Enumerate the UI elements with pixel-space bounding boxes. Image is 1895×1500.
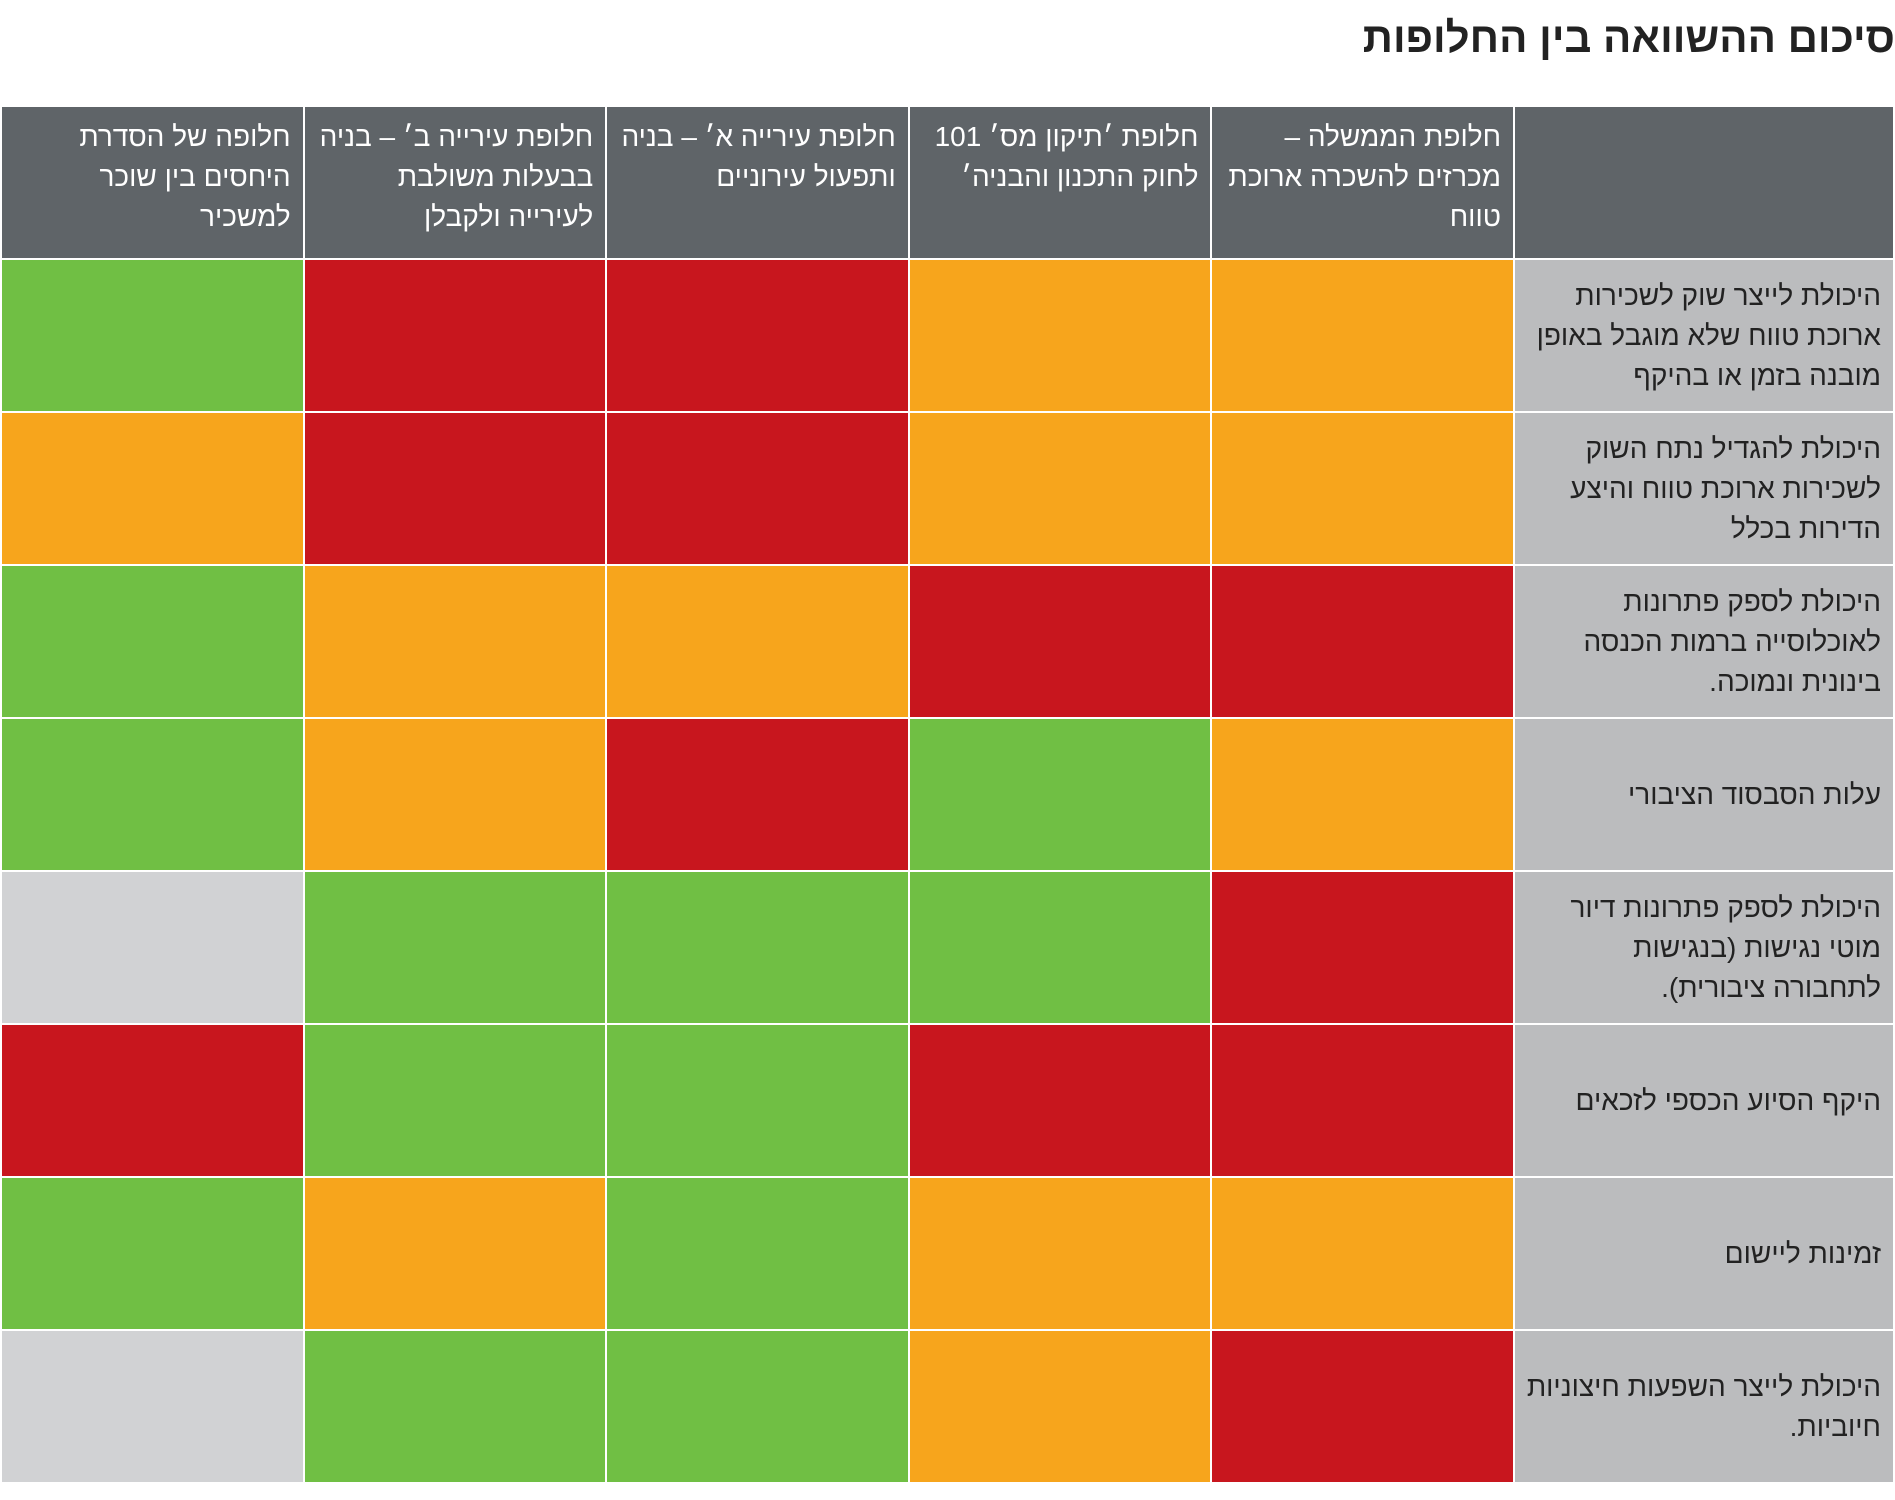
table-body: היכולת לייצר שוק לשכירות ארוכת טווח שלא …: [0, 258, 1895, 1484]
rating-cell: [0, 1329, 305, 1484]
rating-cell: [302, 1023, 608, 1178]
column-header: חלופת הממשלה – מכרזים להשכרה ארוכת טווח: [1210, 105, 1515, 260]
rating-cell: [302, 717, 608, 872]
comparison-table: חלופת הממשלה – מכרזים להשכרה ארוכת טווח ח…: [0, 105, 1895, 1484]
rating-cell: [1210, 870, 1515, 1025]
table-row: עלות הסבסוד הציבורי: [0, 717, 1895, 872]
column-header: חלופת עירייה ב׳ – בניה בבעלות משולבת לעי…: [302, 105, 608, 260]
rating-cell: [0, 1023, 305, 1178]
rating-cell: [302, 1329, 608, 1484]
rating-cell: [0, 258, 305, 413]
table-row: היכולת לייצר השפעות חיצוניות חיוביות.: [0, 1329, 1895, 1484]
corner-cell: [1513, 105, 1895, 260]
rating-cell: [1210, 258, 1515, 413]
table-row: היכולת לספק פתרונות לאוכלוסייה ברמות הכנ…: [0, 564, 1895, 719]
rating-cell: [0, 411, 305, 566]
rating-cell: [605, 258, 910, 413]
header-row: חלופת הממשלה – מכרזים להשכרה ארוכת טווח ח…: [0, 105, 1895, 260]
rating-cell: [1210, 411, 1515, 566]
rating-cell: [907, 564, 1213, 719]
table-row: זמינות ליישום: [0, 1176, 1895, 1331]
rating-cell: [605, 564, 910, 719]
title: סיכום ההשוואה בין החלופות: [1362, 14, 1895, 61]
rating-cell: [907, 717, 1213, 872]
rating-cell: [605, 1176, 910, 1331]
row-label: עלות הסבסוד הציבורי: [1513, 717, 1895, 872]
rating-cell: [302, 258, 608, 413]
table-row: היקף הסיוע הכספי לזכאים: [0, 1023, 1895, 1178]
row-label: היכולת לספק פתרונות לאוכלוסייה ברמות הכנ…: [1513, 564, 1895, 719]
rating-cell: [302, 1176, 608, 1331]
rating-cell: [0, 1176, 305, 1331]
row-label: היקף הסיוע הכספי לזכאים: [1513, 1023, 1895, 1178]
rating-cell: [1210, 1176, 1515, 1331]
rating-cell: [0, 564, 305, 719]
rating-cell: [1210, 1023, 1515, 1178]
rating-cell: [302, 411, 608, 566]
rating-cell: [1210, 1329, 1515, 1484]
rating-cell: [605, 411, 910, 566]
table-row: היכולת להגדיל נתח השוק לשכירות ארוכת טוו…: [0, 411, 1895, 566]
row-label: היכולת לייצר שוק לשכירות ארוכת טווח שלא …: [1513, 258, 1895, 413]
rating-cell: [0, 870, 305, 1025]
row-label: זמינות ליישום: [1513, 1176, 1895, 1331]
rating-cell: [907, 411, 1213, 566]
column-header: חלופה של הסדרת היחסים בין שוכר למשכיר: [0, 105, 305, 260]
rating-cell: [605, 717, 910, 872]
rating-cell: [907, 1329, 1213, 1484]
table-row: היכולת לייצר שוק לשכירות ארוכת טווח שלא …: [0, 258, 1895, 413]
rating-cell: [907, 258, 1213, 413]
row-label: היכולת לספק פתרונות דיור מוטי נגישות (בנ…: [1513, 870, 1895, 1025]
rating-cell: [605, 1023, 910, 1178]
rating-cell: [0, 717, 305, 872]
rating-cell: [907, 870, 1213, 1025]
rating-cell: [302, 564, 608, 719]
column-header: חלופת עירייה א׳ – בניה ותפעול עירוניים: [605, 105, 910, 260]
rating-cell: [605, 870, 910, 1025]
row-label: היכולת לייצר השפעות חיצוניות חיוביות.: [1513, 1329, 1895, 1484]
rating-cell: [907, 1176, 1213, 1331]
rating-cell: [302, 870, 608, 1025]
column-header: חלופת ׳תיקון מס׳ 101 לחוק התכנון והבניה׳: [907, 105, 1213, 260]
rating-cell: [605, 1329, 910, 1484]
table-row: היכולת לספק פתרונות דיור מוטי נגישות (בנ…: [0, 870, 1895, 1025]
rating-cell: [907, 1023, 1213, 1178]
rating-cell: [1210, 564, 1515, 719]
rating-cell: [1210, 717, 1515, 872]
row-label: היכולת להגדיל נתח השוק לשכירות ארוכת טוו…: [1513, 411, 1895, 566]
